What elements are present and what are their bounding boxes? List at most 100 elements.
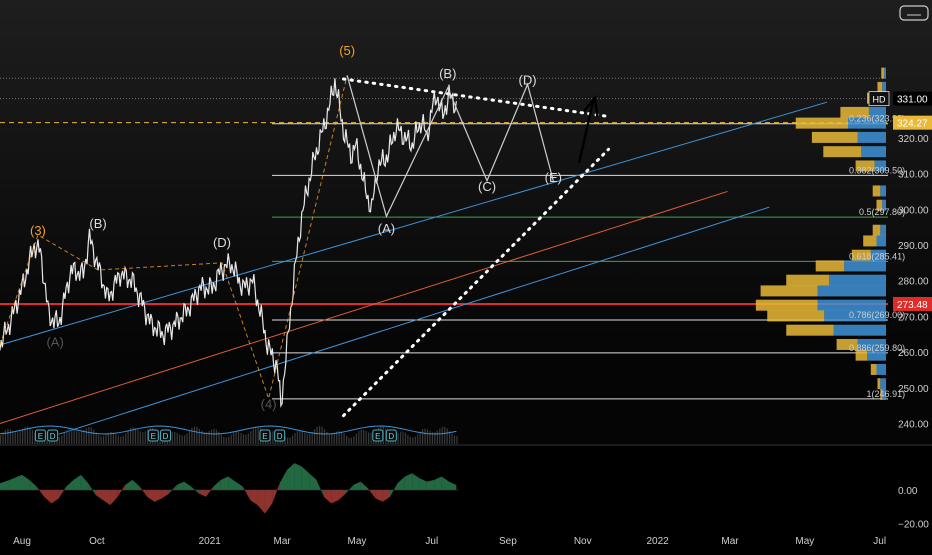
oscillator-area bbox=[368, 488, 376, 499]
earnings-marker[interactable]: D bbox=[47, 429, 59, 442]
triangle-boundary-line[interactable] bbox=[341, 77, 611, 118]
trend-line[interactable] bbox=[0, 190, 728, 424]
volume-profile-bar-up bbox=[870, 363, 877, 375]
oscillator-area bbox=[375, 490, 383, 502]
earnings-marker-label: D bbox=[277, 432, 283, 441]
earnings-marker-box[interactable] bbox=[47, 429, 59, 442]
volume-bar bbox=[228, 436, 230, 444]
oscillator-area bbox=[22, 474, 30, 490]
volume-profile-bar-down bbox=[882, 388, 886, 400]
volume-bar bbox=[417, 434, 419, 444]
volume-bar bbox=[404, 432, 407, 444]
y-tick-label: 240.00 bbox=[898, 420, 929, 431]
volume-bar bbox=[127, 430, 129, 444]
earnings-marker-box[interactable] bbox=[259, 429, 271, 442]
y-tick-label: 250.00 bbox=[898, 384, 929, 395]
pane-divider[interactable] bbox=[0, 444, 932, 446]
earnings-marker-box[interactable] bbox=[34, 429, 46, 442]
earnings-marker-box[interactable] bbox=[147, 429, 159, 442]
y-tick-label: 320.00 bbox=[898, 134, 929, 145]
volume-bar bbox=[422, 429, 424, 444]
volume-bar bbox=[117, 435, 119, 444]
earnings-marker[interactable]: D bbox=[274, 429, 286, 442]
wave-labels: (3) (B) (A) (D) (4) (5) (A) (B) (C) (D) (E) bbox=[30, 43, 562, 411]
volume-bar bbox=[171, 432, 173, 444]
volume-bar bbox=[439, 428, 441, 444]
oscillator-area bbox=[73, 474, 81, 490]
volume-profile-bar-up bbox=[872, 224, 881, 236]
volume-bar bbox=[338, 430, 340, 444]
oscillator-area bbox=[58, 486, 67, 499]
chat-bubble-icon[interactable] bbox=[899, 5, 929, 21]
earnings-marker[interactable]: D bbox=[385, 429, 397, 442]
oscillator-area bbox=[294, 463, 302, 490]
oscillator-area bbox=[139, 486, 148, 497]
oscillator-area bbox=[426, 479, 435, 490]
y-tick-label: 260.00 bbox=[898, 348, 929, 359]
volume-profile-bar-down bbox=[876, 235, 886, 247]
fib-level-label: 0.886(259.80) bbox=[849, 343, 905, 353]
wave-label: (A) bbox=[378, 221, 395, 236]
primary-wave-path[interactable] bbox=[0, 75, 348, 401]
x-tick-label: 2022 bbox=[646, 536, 669, 547]
wave-label: (B) bbox=[89, 216, 106, 231]
volume-bar bbox=[137, 429, 139, 444]
volume-bar bbox=[125, 433, 127, 444]
volume-bar bbox=[206, 432, 208, 444]
volume-profile-bar-down bbox=[857, 131, 886, 143]
earnings-marker-label: D bbox=[388, 432, 394, 441]
volume-bar bbox=[287, 437, 289, 444]
triangle-boundary-line[interactable] bbox=[341, 147, 611, 418]
volume-bar bbox=[436, 430, 438, 444]
oscillator-area bbox=[345, 484, 354, 494]
earnings-marker[interactable]: E bbox=[259, 429, 271, 442]
abcde-wave-path[interactable] bbox=[346, 75, 554, 219]
volume-profile-bar-down bbox=[870, 249, 886, 261]
volume-bar bbox=[34, 432, 36, 444]
wave-label: (4) bbox=[261, 397, 277, 412]
oscillator-area bbox=[228, 476, 236, 490]
earnings-marker[interactable]: D bbox=[160, 429, 172, 442]
breakout-arrow-head[interactable] bbox=[583, 94, 599, 118]
oscillator-area bbox=[250, 490, 258, 506]
volume-bar bbox=[120, 436, 122, 444]
oscillator-area bbox=[125, 479, 133, 490]
volume-profile-bar-up bbox=[767, 310, 825, 322]
earnings-marker[interactable]: E bbox=[372, 429, 384, 442]
volume-profile-bar-down bbox=[884, 67, 886, 79]
volume-bar bbox=[431, 432, 434, 444]
y-tick-label: 280.00 bbox=[898, 277, 929, 288]
volume-bar bbox=[14, 432, 16, 444]
elliott-wave-lines bbox=[0, 75, 599, 401]
volume-bar bbox=[252, 428, 254, 444]
oscillator-area bbox=[198, 490, 207, 497]
earnings-marker[interactable]: E bbox=[147, 429, 159, 442]
oscillator-area bbox=[29, 479, 37, 490]
earnings-marker-box[interactable] bbox=[160, 429, 172, 442]
volume-profile-bar-down bbox=[829, 274, 886, 286]
trend-line[interactable] bbox=[58, 206, 770, 435]
breakout-arrow-line[interactable] bbox=[577, 98, 596, 164]
oscillator-area bbox=[323, 490, 332, 504]
volume-bar bbox=[385, 428, 387, 444]
earnings-marker-box[interactable] bbox=[385, 429, 397, 442]
volume-profile-bar-up bbox=[880, 388, 883, 400]
time-axis[interactable]: Aug Oct 2021 Mar May Jul Sep Nov 2022 Mar May Jul bbox=[13, 536, 886, 547]
volume-profile-bar-up bbox=[877, 378, 881, 390]
volume-bar bbox=[370, 432, 372, 444]
oscillator-area bbox=[147, 490, 155, 502]
earnings-marker-box[interactable] bbox=[274, 429, 286, 442]
x-tick-label: May bbox=[795, 536, 814, 547]
earnings-marker[interactable]: E bbox=[34, 429, 46, 442]
volume-bar bbox=[365, 430, 367, 444]
oscillator-area bbox=[213, 479, 221, 490]
volume-bar bbox=[12, 431, 14, 444]
volume-profile-bar-up bbox=[815, 260, 845, 272]
volume-bar bbox=[412, 437, 414, 444]
volume-bar bbox=[4, 430, 7, 444]
price-axis[interactable]: 240.00 250.00 260.00 270.00 280.00 290.00 300.… bbox=[898, 134, 929, 431]
fib-level-label: 0.236(323.98) bbox=[849, 114, 905, 124]
earnings-marker-box[interactable] bbox=[372, 429, 384, 442]
volume-bar bbox=[26, 426, 29, 444]
x-tick-label: May bbox=[348, 536, 367, 547]
